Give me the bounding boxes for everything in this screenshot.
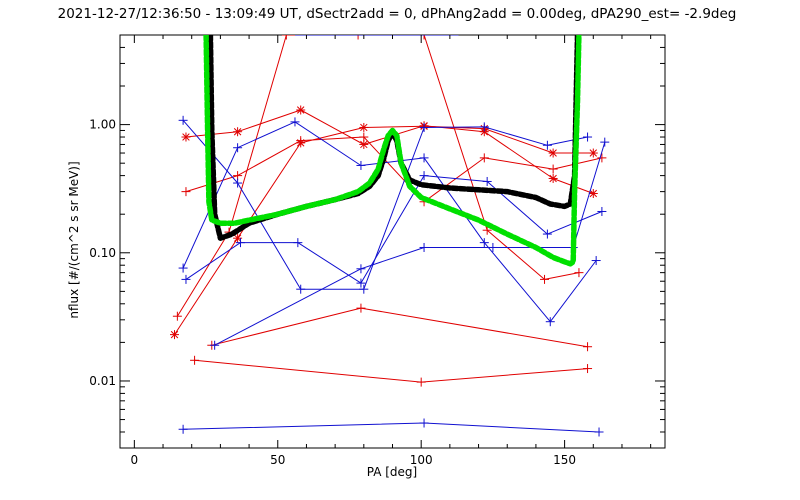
data-point-marker (583, 342, 593, 352)
x-tick-label: 100 (410, 453, 433, 467)
data-point-marker (359, 284, 369, 294)
data-point-marker (178, 115, 188, 125)
data-point-marker (359, 132, 369, 142)
series-layer (170, 35, 610, 437)
series-line (203, 35, 582, 267)
data-point-marker (479, 238, 489, 248)
data-point-marker (540, 274, 550, 284)
series-blue-8 (181, 171, 607, 288)
data-point-marker (356, 160, 366, 170)
series-line (185, 109, 594, 194)
data-point-marker (290, 117, 300, 127)
series-blue-7 (178, 117, 601, 327)
y-tick-label: 1.00 (89, 118, 116, 132)
data-point-marker (178, 424, 188, 434)
series-blue-6 (178, 115, 593, 294)
data-point-marker (190, 355, 200, 365)
data-point-marker (356, 264, 366, 274)
data-point-marker (233, 127, 243, 137)
data-point-marker (181, 274, 191, 284)
series-red-0 (181, 105, 598, 199)
data-point-marker (293, 238, 303, 248)
data-point-marker (482, 176, 492, 186)
y-axis-label: nflux [#/(cm^2 s sr MeV)] (67, 161, 81, 318)
x-tick-label: 150 (553, 453, 576, 467)
series-line (185, 136, 603, 203)
data-point-marker (281, 35, 291, 40)
data-point-marker (233, 178, 243, 188)
series-line (194, 359, 588, 383)
data-point-marker (419, 418, 429, 428)
data-point-marker (583, 364, 593, 374)
data-point-marker (181, 132, 191, 142)
data-point-marker (600, 137, 610, 147)
series-line (214, 141, 606, 346)
data-point-marker (419, 35, 429, 40)
data-point-marker (419, 153, 429, 163)
x-axis-label: PA [deg] (367, 465, 417, 479)
data-point-marker (359, 122, 369, 132)
data-point-marker (594, 427, 604, 437)
series-red-2 (181, 132, 607, 207)
x-tick-label: 0 (131, 453, 139, 467)
data-point-marker (479, 153, 489, 163)
chart-title: 2021-12-27/12:36:50 - 13:09:49 UT, dSect… (58, 6, 737, 22)
data-point-marker (210, 340, 220, 350)
data-point-marker (416, 377, 426, 387)
series-line (183, 422, 600, 433)
data-point-marker (419, 122, 429, 132)
data-point-marker (296, 105, 306, 115)
data-point-marker (542, 140, 552, 150)
data-point-marker (548, 148, 558, 158)
data-point-marker (296, 136, 306, 146)
data-point-marker (542, 229, 552, 239)
series-line (182, 121, 597, 323)
axes-layer: 0 50 100 150 0.01 0.10 1.00 (89, 34, 665, 467)
data-point-marker (597, 206, 607, 216)
data-point-marker (235, 238, 245, 248)
series-green-13 (203, 35, 582, 267)
y-tick-label: 0.01 (89, 374, 116, 388)
series-line (185, 175, 603, 284)
data-point-marker (419, 171, 429, 181)
y-tick-label: 0.10 (89, 246, 116, 260)
data-point-marker (172, 311, 182, 321)
data-point-marker (178, 263, 188, 273)
data-point-marker (574, 268, 584, 278)
data-point-marker (479, 122, 489, 132)
data-point-marker (296, 284, 306, 294)
data-point-marker (583, 132, 593, 142)
data-point-marker (170, 330, 179, 340)
data-point-marker (548, 173, 558, 183)
data-point-marker (356, 278, 366, 288)
plot-area-frame (119, 34, 666, 449)
data-point-marker (233, 143, 243, 153)
series-line (182, 119, 588, 290)
data-point-marker (591, 256, 601, 266)
data-point-marker (588, 189, 598, 199)
x-tick-label: 50 (270, 453, 285, 467)
series-red-5 (190, 355, 593, 387)
data-point-marker (545, 317, 555, 327)
data-point-marker (548, 164, 558, 174)
data-point-marker (353, 35, 363, 40)
data-point-marker (488, 242, 498, 252)
data-point-marker (597, 153, 607, 163)
series-red-4 (207, 303, 593, 352)
series-line (211, 307, 588, 348)
data-point-marker (419, 242, 429, 252)
data-point-marker (588, 148, 598, 158)
data-point-marker (356, 303, 366, 313)
series-blue-10 (178, 418, 604, 437)
series-line (176, 35, 579, 317)
data-point-marker (181, 187, 191, 197)
